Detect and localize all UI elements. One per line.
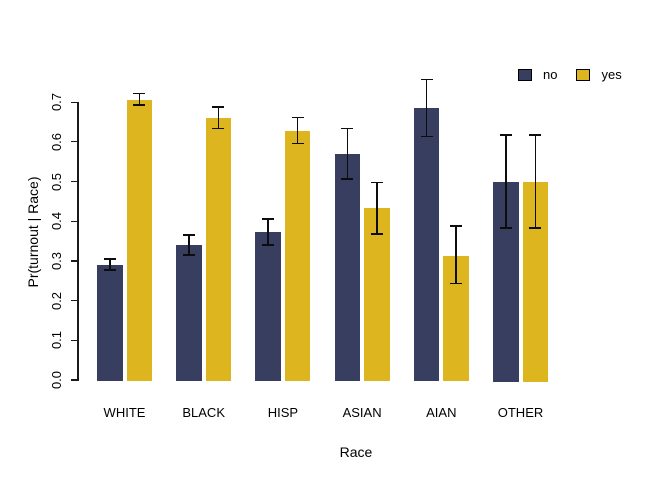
error-bar-cap	[499, 227, 512, 229]
error-bar-cap	[291, 142, 304, 145]
legend-item-yes: yes	[576, 67, 622, 82]
error-bar-cap	[499, 134, 512, 136]
y-axis-tick-label: 0.2	[49, 291, 64, 310]
y-axis-tick	[71, 220, 78, 222]
error-bar-cap	[529, 134, 542, 136]
error-bar-cap	[103, 269, 116, 271]
error-bar-cap	[133, 92, 146, 95]
error-bar-cap	[212, 106, 225, 108]
bar-yes-asian	[364, 208, 390, 382]
x-axis-category-label: BLACK	[182, 405, 225, 420]
legend-swatch-no	[518, 68, 532, 81]
y-axis-tick	[71, 300, 78, 302]
error-bar	[425, 79, 428, 137]
x-axis-category-label: WHITE	[103, 405, 146, 420]
bar-no-asian	[334, 153, 361, 382]
error-bar-cap	[262, 218, 275, 220]
bar-yes-white	[126, 100, 152, 382]
y-axis-tick-label: 0.7	[49, 93, 64, 112]
error-bar-cap	[341, 127, 354, 130]
error-bar	[188, 235, 190, 255]
y-axis-tick	[71, 101, 78, 103]
error-bar-cap	[103, 258, 116, 260]
y-axis-tick-label: 0.6	[49, 132, 64, 151]
legend-swatch-yes	[576, 68, 591, 81]
error-bar	[505, 135, 507, 228]
bar-yes-hisp	[284, 130, 311, 382]
y-axis-tick-label: 0.0	[49, 370, 64, 390]
error-bar-cap	[341, 177, 354, 180]
x-axis-category-label: OTHER	[497, 405, 544, 420]
bar-yes-black	[205, 117, 232, 382]
error-bar-cap	[450, 282, 463, 285]
legend-label-no: no	[543, 67, 558, 82]
error-bar-cap	[262, 244, 275, 246]
error-bar-cap	[182, 254, 195, 256]
y-axis-tick	[71, 379, 78, 381]
error-bar-cap	[420, 78, 433, 81]
error-bar	[267, 219, 269, 245]
error-bar-cap	[182, 234, 195, 236]
error-bar	[138, 93, 140, 105]
x-axis-category-label: ASIAN	[342, 405, 382, 420]
error-bar-cap	[370, 181, 383, 184]
error-bar-cap	[529, 227, 542, 229]
error-bar	[296, 117, 299, 144]
legend: no yes	[518, 67, 622, 82]
error-bar-cap	[212, 127, 225, 130]
y-axis-tick-label: 0.4	[49, 212, 64, 231]
error-bar	[109, 258, 111, 271]
x-axis-category-label: AIAN	[426, 405, 457, 420]
x-axis-category-label: HISP	[267, 405, 299, 420]
legend-item-no: no	[518, 67, 557, 82]
bar-no-aian	[413, 108, 440, 382]
bar-no-hisp	[255, 232, 281, 382]
error-bar-cap	[133, 104, 146, 106]
error-bar-cap	[450, 225, 463, 227]
error-bar-cap	[291, 116, 304, 119]
y-axis-title-text: Pr(turnout | Race)	[25, 176, 41, 288]
x-axis-title: Race	[339, 444, 373, 460]
y-axis-tick-label: 0.1	[49, 331, 64, 350]
error-bar	[217, 106, 220, 129]
y-axis-tick-label: 0.3	[49, 251, 64, 270]
error-bar	[534, 135, 536, 228]
y-axis-tick	[71, 141, 78, 143]
error-bar	[455, 225, 457, 284]
error-bar	[376, 182, 378, 234]
error-bar-cap	[370, 233, 383, 235]
y-axis-tick	[71, 339, 78, 341]
error-bar	[346, 128, 349, 179]
y-axis-line	[77, 102, 79, 381]
legend-label-yes: yes	[601, 67, 622, 82]
bar-no-white	[97, 264, 123, 382]
y-axis-tick	[71, 260, 78, 262]
bar-no-black	[176, 245, 202, 382]
y-axis-tick-label: 0.5	[49, 172, 64, 191]
y-axis-tick	[71, 180, 78, 183]
error-bar-cap	[420, 135, 433, 138]
